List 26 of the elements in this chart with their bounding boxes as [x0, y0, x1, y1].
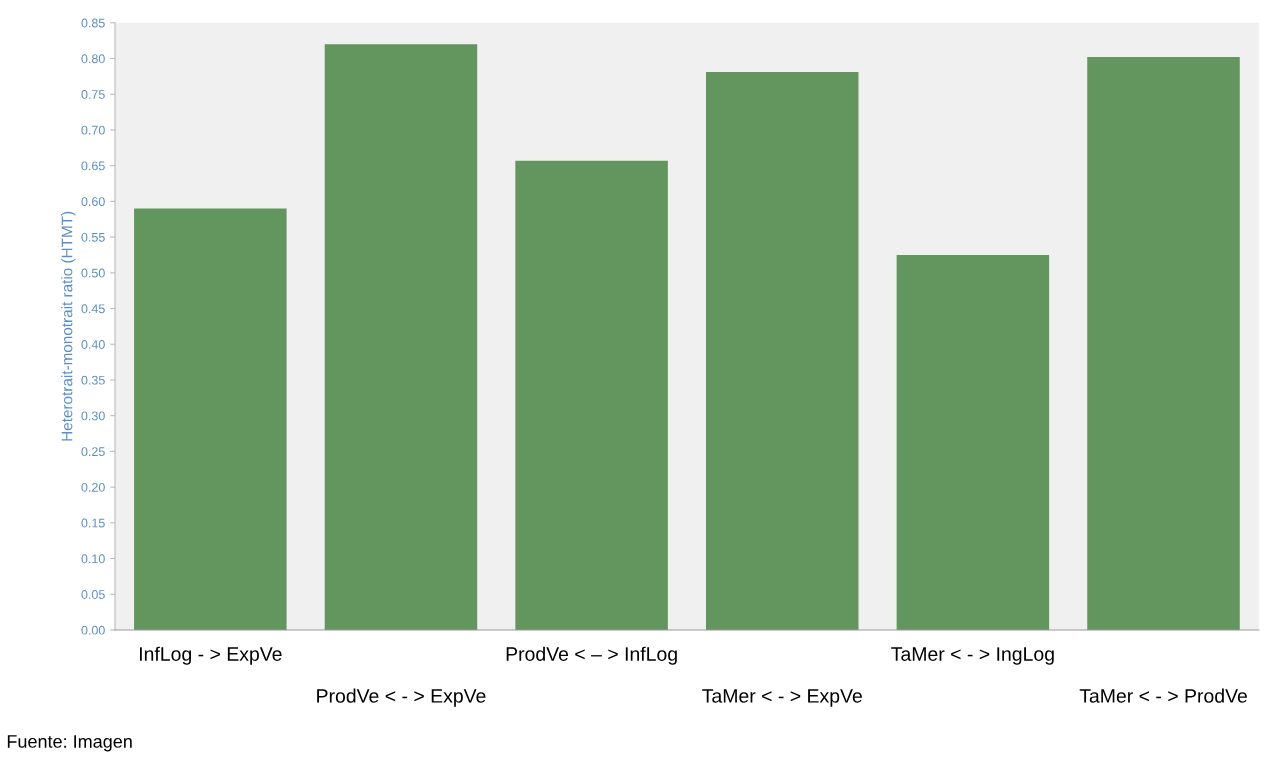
source-note: Fuente: Imagen: [7, 735, 132, 752]
y-tick-label: 0.65: [81, 161, 105, 171]
x-tick-label: ProdVe < – > InfLog: [506, 646, 677, 665]
y-tick-label: 0.85: [81, 18, 105, 28]
y-tick-label: 0.55: [81, 232, 105, 242]
y-tick-label: 0.75: [81, 90, 105, 99]
x-tick-label: TaMer < - > ProdVe: [1079, 688, 1247, 703]
y-tick-label: 0.70: [81, 125, 105, 135]
y-tick-label: 0.45: [81, 304, 105, 314]
x-tick-label: ProdVe < - > ExpVe: [317, 688, 486, 707]
x-tick-label: TaMer < - > IngLog: [891, 647, 1054, 665]
y-tick-label: 0.35: [81, 375, 105, 385]
y-tick-label: 0.10: [81, 554, 105, 564]
y-tick-label: 0.20: [81, 482, 105, 492]
y-tick-label: 0.80: [81, 54, 105, 64]
y-tick-label: 0.60: [81, 197, 105, 207]
y-tick-label: 0.15: [81, 518, 105, 528]
y-tick-label: 0.50: [81, 268, 105, 278]
y-tick-label: 0.25: [81, 447, 105, 457]
y-tick-label: 0.00: [81, 625, 105, 635]
y-tick-label: 0.40: [81, 340, 105, 349]
x-tick-label: TaMer < - > ExpVe: [702, 689, 862, 707]
y-tick-label: 0.30: [81, 411, 105, 421]
y-axis-title: Heterotrait-monotrait ratio (HTMT): [61, 211, 76, 441]
y-tick-label: 0.05: [81, 590, 105, 599]
x-tick-label: InfLog - > ExpVe: [139, 646, 282, 665]
